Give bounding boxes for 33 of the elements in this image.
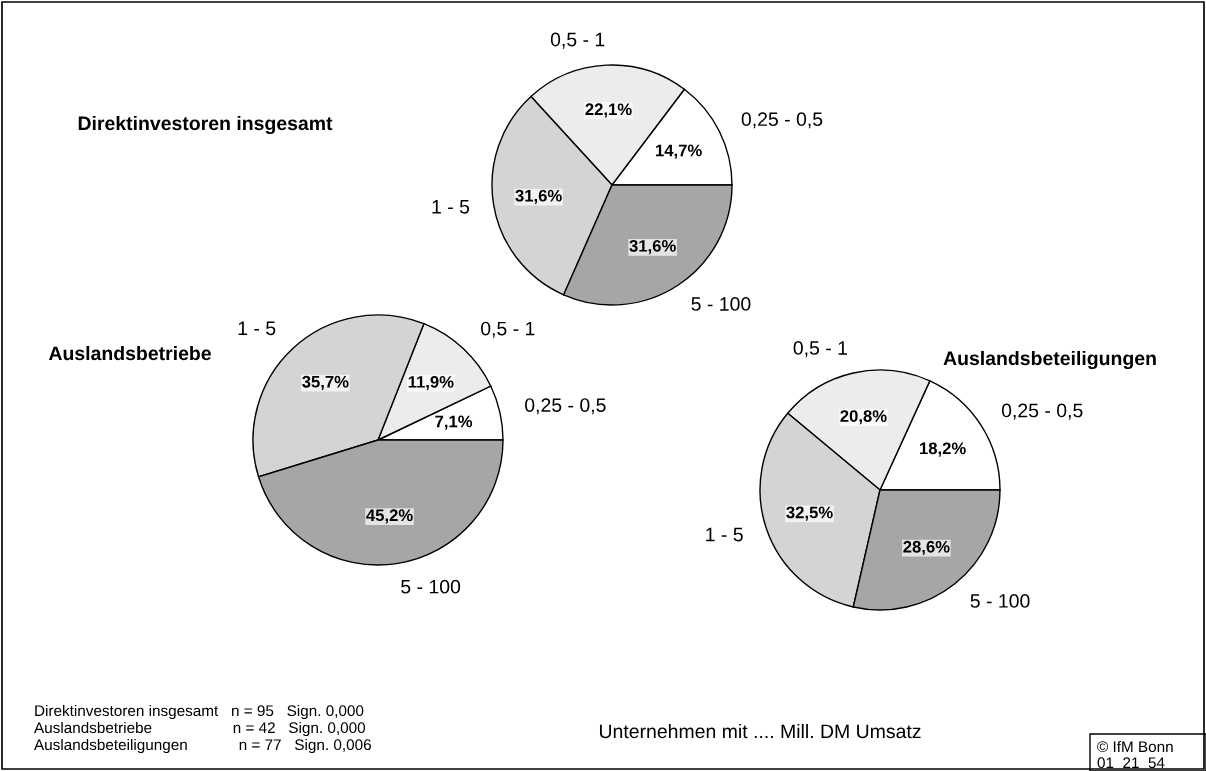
slice-label: 0,25 - 0,5 bbox=[741, 112, 823, 129]
data-label: 35,7% bbox=[302, 375, 349, 391]
text: Auslandsbetriebe bbox=[48, 345, 211, 361]
slice-label: 0,5 - 1 bbox=[793, 341, 848, 358]
text: Auslandsbeteiligungen n = 77 Sign. 0,006 bbox=[34, 738, 371, 754]
slice-label: 0,5 - 1 bbox=[481, 321, 535, 338]
text: Direktinvestoren insgesamt n = 95 Sign. 0,000 bbox=[35, 704, 364, 720]
text: Direktinvestoren insgesamt bbox=[78, 115, 333, 135]
slice-label: 5 - 100 bbox=[970, 594, 1030, 608]
data-label: 20,8% bbox=[840, 410, 887, 425]
data-label: 18,2% bbox=[920, 442, 966, 457]
slice-label: 0,25 - 0,5 bbox=[525, 398, 606, 415]
slice-label: 0,25 - 0,5 bbox=[1001, 403, 1083, 420]
data-label: 31,6% bbox=[629, 239, 676, 255]
slice-label: 0,5 - 1 bbox=[550, 32, 605, 49]
slice-label: 5 - 100 bbox=[401, 579, 461, 594]
data-label: 14,7% bbox=[656, 144, 702, 159]
data-label: 11,9% bbox=[408, 375, 454, 391]
data-label: 45,2% bbox=[366, 509, 413, 524]
chart-title: Auslandsbeteiligungen bbox=[943, 350, 1156, 370]
text: © IfM Bonn bbox=[1097, 740, 1173, 753]
data-label: 32,5% bbox=[786, 506, 833, 521]
text: Unternehmen mit .... Mill. DM Umsatz bbox=[599, 723, 921, 739]
slice-label: 1 - 5 bbox=[238, 321, 276, 336]
slice-label: 1 - 5 bbox=[432, 200, 470, 214]
data-label: 7,1% bbox=[435, 415, 473, 430]
data-label: 31,6% bbox=[515, 189, 562, 204]
slice-label: 1 - 5 bbox=[706, 527, 743, 542]
data-label: 22,1% bbox=[585, 103, 632, 118]
data-label: 28,6% bbox=[903, 540, 950, 556]
text: 01 21 54 bbox=[1097, 757, 1165, 769]
slice-label: 5 - 100 bbox=[691, 297, 751, 311]
text: Auslandsbetriebe n = 42 Sign. 0,000 bbox=[34, 721, 366, 737]
